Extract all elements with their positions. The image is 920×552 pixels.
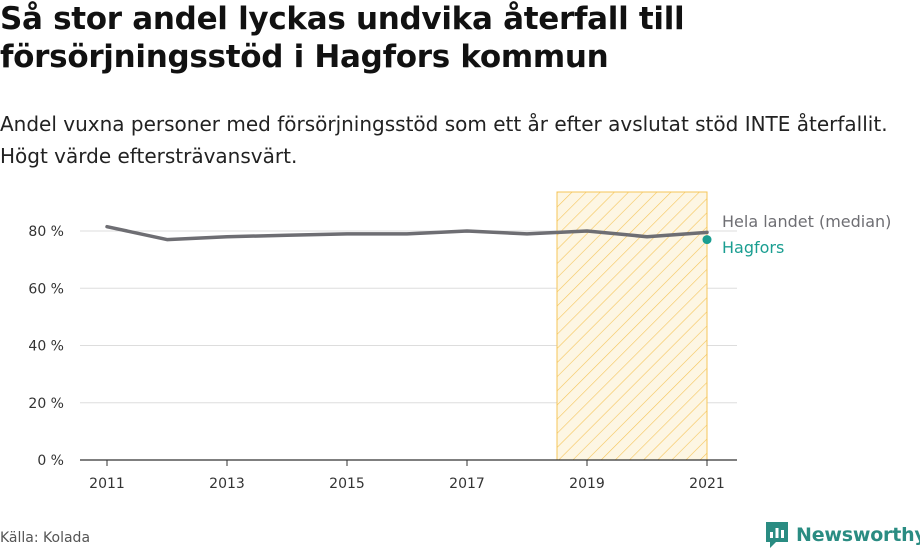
brand-logo: Newsworthy <box>764 520 920 550</box>
newsworthy-logo-icon <box>766 522 788 548</box>
series-label-national-median: Hela landet (median) <box>722 212 891 231</box>
chart-title: Så stor andel lyckas undvika återfall ti… <box>0 1 685 75</box>
y-tick-label: 0 % <box>37 453 64 469</box>
x-tick-label: 2011 <box>89 476 125 492</box>
x-tick-label: 2019 <box>569 476 605 492</box>
x-tick-label: 2017 <box>449 476 485 492</box>
chart-subtitle: Andel vuxna personer med försörjningsstö… <box>0 112 888 168</box>
series-line-national-median <box>105 224 709 242</box>
x-tick-label: 2013 <box>209 476 245 492</box>
y-tick-label: 80 % <box>28 224 64 240</box>
x-tick-label: 2015 <box>329 476 365 492</box>
series-point-hagfors <box>702 235 712 245</box>
y-tick-label: 20 % <box>28 396 64 412</box>
x-tick-label: 2021 <box>689 476 725 492</box>
y-tick-label: 40 % <box>28 339 64 355</box>
brand-name: Newsworthy <box>796 524 920 546</box>
source-note: Källa: Kolada <box>0 530 91 546</box>
series-label-hagfors: Hagfors <box>722 238 784 257</box>
y-tick-label: 60 % <box>28 281 64 297</box>
